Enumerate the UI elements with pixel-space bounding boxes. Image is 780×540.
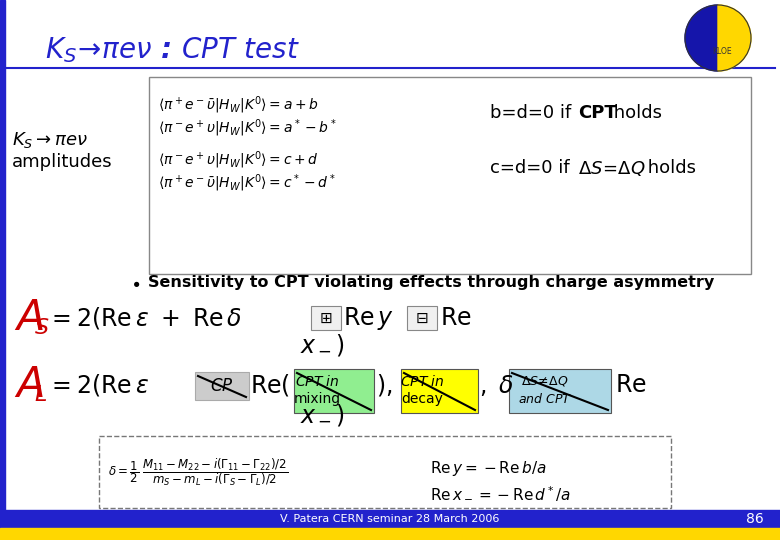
Text: $\mathrm{Re}\,y$: $\mathrm{Re}\,y$: [343, 305, 394, 332]
Text: $= 2(\mathrm{Re}\,\varepsilon$: $= 2(\mathrm{Re}\,\varepsilon$: [47, 372, 149, 398]
Text: $\delta = \dfrac{1}{2}\ \dfrac{M_{11}-M_{22} - i(\Gamma_{11}-\Gamma_{22})/2}{m_S: $\delta = \dfrac{1}{2}\ \dfrac{M_{11}-M_…: [108, 456, 288, 488]
Text: $\mathit{CP}$: $\mathit{CP}$: [210, 377, 234, 395]
Text: $\mathit{L}$: $\mathit{L}$: [34, 385, 47, 405]
Bar: [0, 510, 780, 528]
Text: $\langle\pi^-e^+\upsilon|H_W|K^0\rangle = a^* - b^*$: $\langle\pi^-e^+\upsilon|H_W|K^0\rangle …: [158, 117, 337, 139]
Text: $\langle\pi^-e^+\upsilon|H_W|K^0\rangle = c + d$: $\langle\pi^-e^+\upsilon|H_W|K^0\rangle …: [158, 149, 319, 171]
FancyBboxPatch shape: [149, 77, 751, 274]
Text: $\mathit{CPT}$ in: $\mathit{CPT}$ in: [399, 374, 445, 388]
Text: $\boxplus$: $\boxplus$: [319, 310, 333, 326]
Text: 86: 86: [746, 512, 764, 526]
Text: $x_-)$: $x_-)$: [300, 332, 345, 358]
Text: $\mathit{S}$: $\mathit{S}$: [34, 318, 49, 338]
Bar: [0, 528, 780, 540]
FancyBboxPatch shape: [401, 369, 478, 413]
Text: decay: decay: [401, 392, 443, 406]
Text: $\mathrm{Re}\,x_- = -\mathrm{Re}\,d^*/a$: $\mathrm{Re}\,x_- = -\mathrm{Re}\,d^*/a$: [430, 484, 571, 502]
Text: $\mathrm{Re}$: $\mathrm{Re}$: [440, 306, 472, 330]
Text: c=d=0 if: c=d=0 if: [490, 159, 576, 177]
Text: mixing: mixing: [293, 392, 341, 406]
Text: $),$: $),$: [376, 372, 392, 398]
Bar: [0, 0, 5, 540]
FancyBboxPatch shape: [99, 436, 671, 508]
Text: Sensitivity to CPT violating effects through charge asymmetry: Sensitivity to CPT violating effects thr…: [148, 275, 714, 291]
FancyBboxPatch shape: [407, 306, 437, 330]
FancyBboxPatch shape: [311, 306, 341, 330]
Polygon shape: [718, 5, 751, 71]
Text: $\mathrm{Re}\,y = -\mathrm{Re}\,b/a$: $\mathrm{Re}\,y = -\mathrm{Re}\,b/a$: [430, 459, 547, 478]
Text: KLOE: KLOE: [712, 48, 732, 57]
Text: $\Delta S\!=\!\Delta Q$: $\Delta S\!=\!\Delta Q$: [578, 159, 646, 178]
Text: $\bullet$: $\bullet$: [130, 274, 140, 292]
Text: $\mathrm{Re}($: $\mathrm{Re}($: [250, 372, 290, 398]
Text: $= 2(\mathrm{Re}\,\varepsilon\ +\ \mathrm{Re}\,\delta$: $= 2(\mathrm{Re}\,\varepsilon\ +\ \mathr…: [47, 305, 243, 331]
Text: holds: holds: [608, 104, 662, 122]
Text: V. Patera CERN seminar 28 March 2006: V. Patera CERN seminar 28 March 2006: [280, 514, 500, 524]
Text: b=d=0 if: b=d=0 if: [490, 104, 577, 122]
Text: $\mathrm{Re}$: $\mathrm{Re}$: [615, 373, 647, 397]
Text: amplitudes: amplitudes: [12, 153, 112, 171]
FancyBboxPatch shape: [195, 372, 249, 400]
Text: CPT: CPT: [578, 104, 617, 122]
Text: $\boxminus$: $\boxminus$: [415, 310, 429, 326]
Text: $\mathit{CPT}$ in: $\mathit{CPT}$ in: [295, 374, 339, 388]
Text: holds: holds: [642, 159, 696, 177]
Text: $\langle\pi^+e^-\bar{\upsilon}|H_W|K^0\rangle = c^* - d^*$: $\langle\pi^+e^-\bar{\upsilon}|H_W|K^0\r…: [158, 172, 335, 194]
Text: $\Delta S\!\neq\!\Delta Q$: $\Delta S\!\neq\!\Delta Q$: [521, 374, 569, 388]
Text: $\mathit{A}$: $\mathit{A}$: [14, 364, 44, 406]
Text: $\mathit{K_S} \!\rightarrow\! \pi\mathit{e}\nu$ : $\mathit{CPT}$ $\mathit{test}$: $\mathit{K_S} \!\rightarrow\! \pi\mathit…: [45, 35, 300, 65]
Text: and $\mathit{CPT}$: and $\mathit{CPT}$: [518, 392, 572, 406]
FancyBboxPatch shape: [509, 369, 611, 413]
Polygon shape: [685, 5, 718, 71]
Text: $K_S \rightarrow \pi e\nu$: $K_S \rightarrow \pi e\nu$: [12, 130, 88, 150]
Text: $,\ \delta$: $,\ \delta$: [479, 373, 514, 397]
Text: $\mathit{A}$: $\mathit{A}$: [14, 297, 44, 339]
FancyBboxPatch shape: [294, 369, 374, 413]
Text: $x_-)$: $x_-)$: [300, 402, 345, 428]
Text: $\langle\pi^+e^-\bar{\upsilon}|H_W|K^0\rangle = a + b$: $\langle\pi^+e^-\bar{\upsilon}|H_W|K^0\r…: [158, 94, 319, 116]
